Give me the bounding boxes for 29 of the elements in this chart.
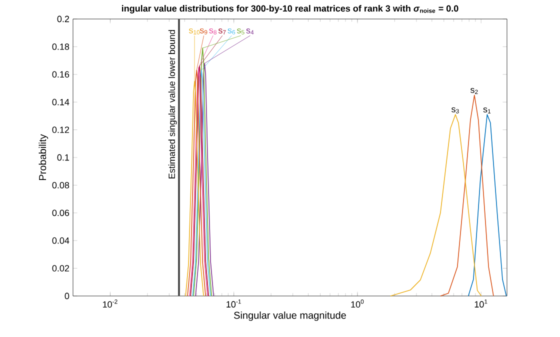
y-tick-label: 0.02 <box>52 265 70 272</box>
x-tick-label: 10$^{-2}$ <box>102 300 118 308</box>
series-label: s$_{1}$ <box>483 108 491 114</box>
y-tick-label: 0.12 <box>52 126 70 133</box>
series-label: s$_{2}$ <box>470 88 478 94</box>
y-tick-label: 0 <box>64 292 70 300</box>
text: s$_{6}$ <box>228 28 236 34</box>
text: s$_{8}$ <box>209 28 216 34</box>
text: s$_{5}$ <box>236 28 244 34</box>
ref-line-label: Estimated singular value lower bound <box>168 30 177 178</box>
x-tick-label: 10$^{-1}$ <box>226 300 241 308</box>
y-tick-label: 0.04 <box>52 237 70 244</box>
y-tick-label: 0.16 <box>52 71 70 78</box>
y-tick-label: 0.18 <box>52 44 70 50</box>
y-axis-title: Probability <box>38 134 48 180</box>
x-axis-title: Singular value magnitude <box>234 311 346 321</box>
text: s$_{10}$ <box>188 28 200 34</box>
series-label: s$_{3}$ <box>452 107 459 114</box>
y-tick-label: 0.1 <box>57 154 70 161</box>
chart-title: ingular value distributions for 300-by-10 real matrices of rank 3 with σ$_{noise}$ = 0.0 <box>122 5 458 14</box>
y-tick-label: 0.14 <box>52 98 70 106</box>
text: s$_{7}$ <box>218 28 226 34</box>
text: s$_{4}$ <box>246 28 254 34</box>
y-tick-label: 0.06 <box>52 210 70 216</box>
y-tick-label: 0.2 <box>57 16 70 22</box>
x-tick-label: 10$^{0}$ <box>351 300 364 308</box>
x-tick-label: 10$^{1}$ <box>474 300 488 308</box>
y-tick-label: 0.08 <box>52 182 70 188</box>
text: s$_{9}$ <box>200 28 208 34</box>
